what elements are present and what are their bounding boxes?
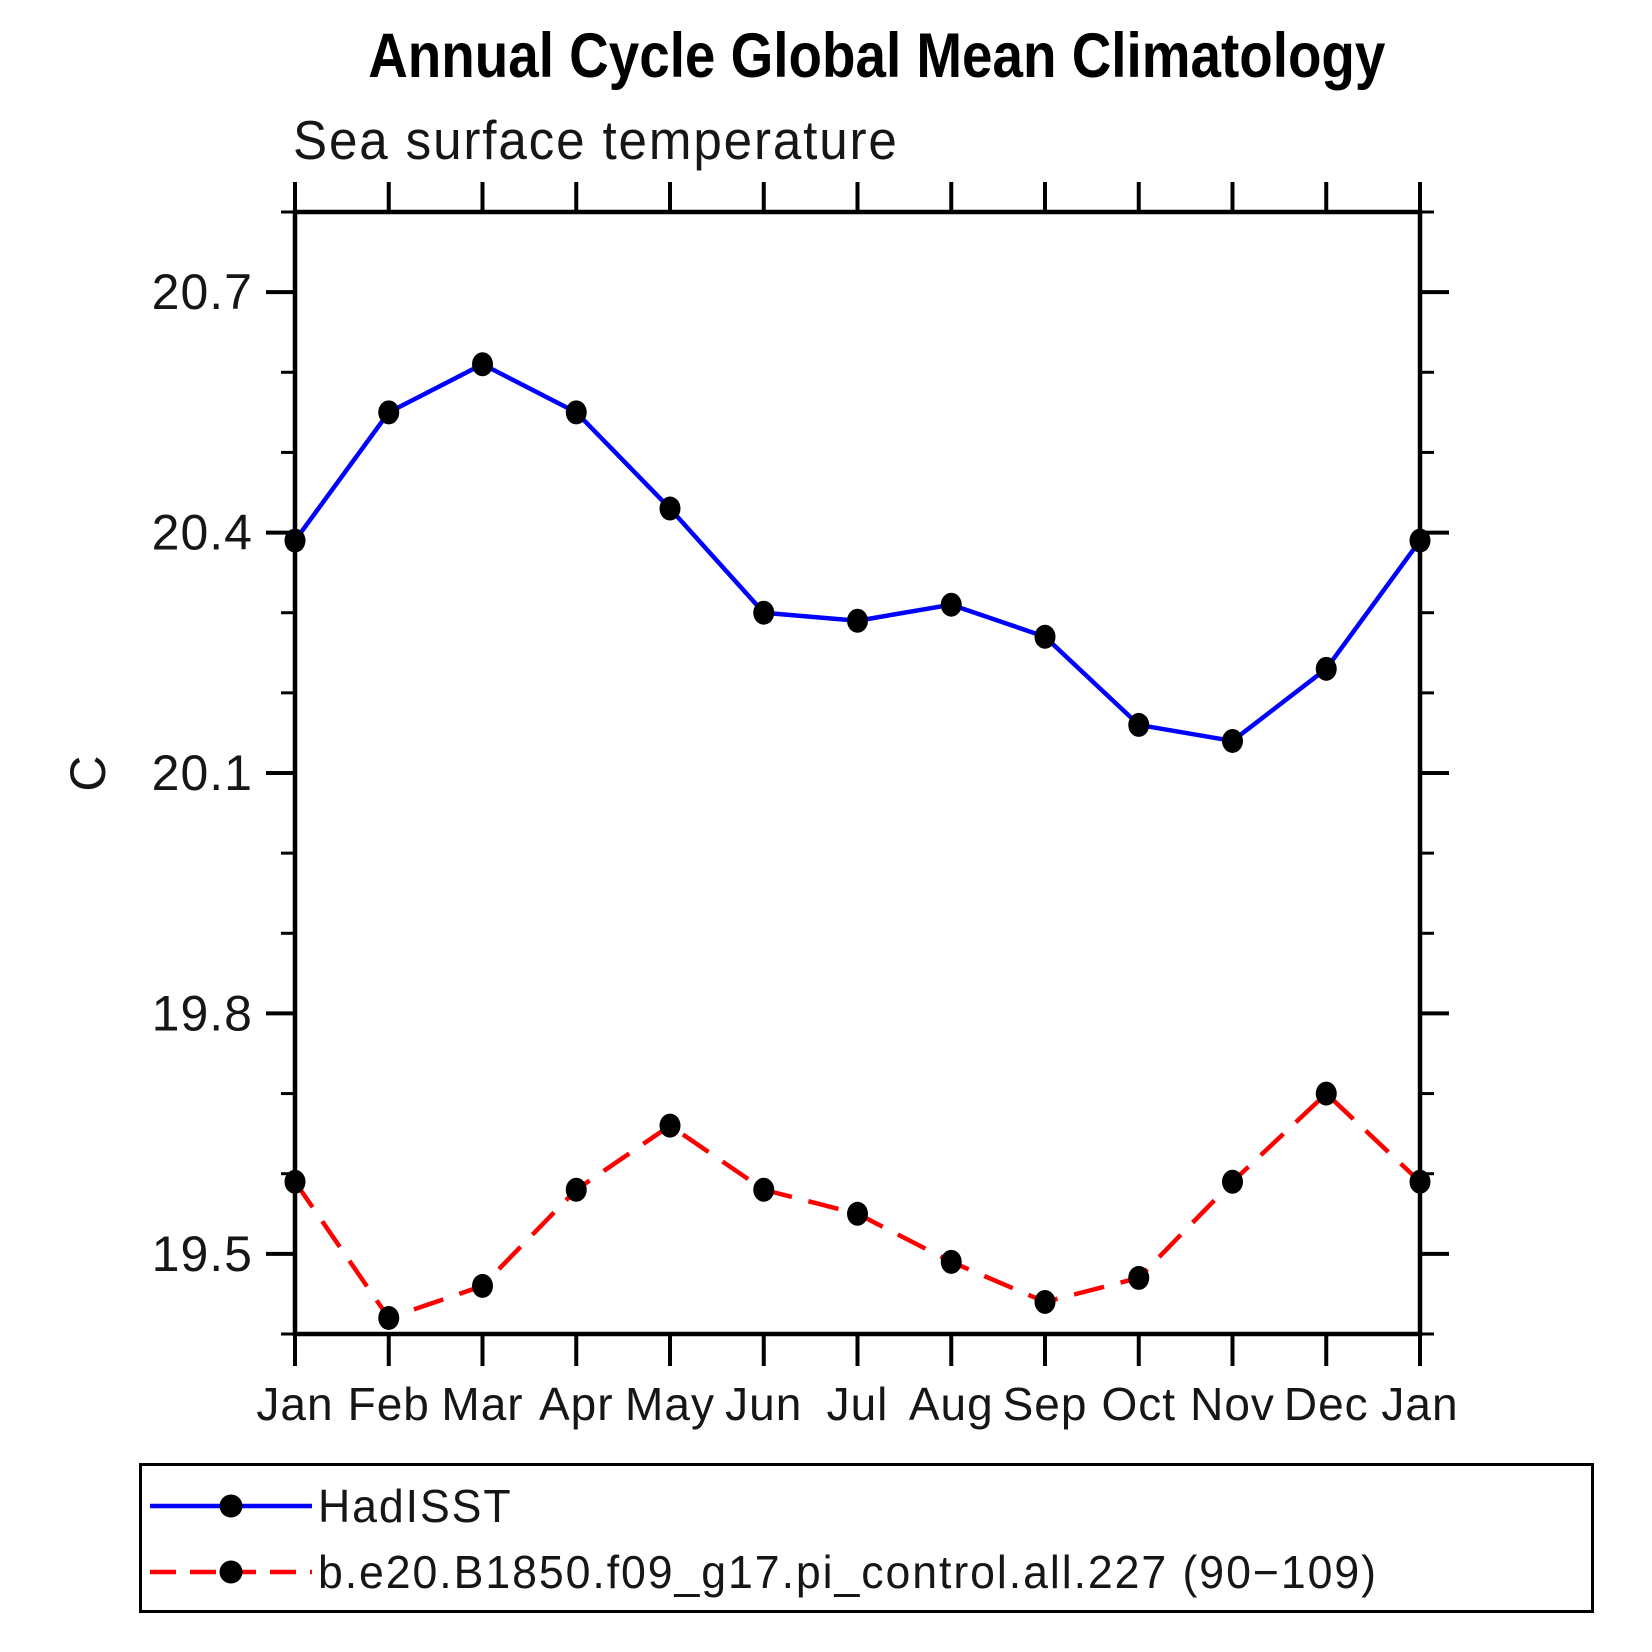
y-axis-title: C xyxy=(60,754,116,791)
chart-subtitle: Sea surface temperature xyxy=(293,109,899,171)
data-point-marker xyxy=(378,400,400,425)
data-point-marker xyxy=(847,608,868,633)
month-label: Jun xyxy=(725,1378,802,1430)
month-label: Sep xyxy=(1003,1378,1088,1430)
data-point-marker xyxy=(753,1177,775,1202)
legend-row-model: b.e20.B1850.f09_g17.pi_control.all.227 (… xyxy=(146,1539,1591,1605)
data-point-marker xyxy=(1222,1169,1243,1194)
legend-sample-hadisst xyxy=(150,1494,312,1518)
data-point-marker xyxy=(284,528,306,553)
data-point-marker xyxy=(472,352,493,377)
data-point-marker xyxy=(565,400,587,425)
month-label: Feb xyxy=(348,1378,430,1430)
month-label: Jan xyxy=(1381,1378,1458,1430)
month-label: Mar xyxy=(441,1378,523,1430)
month-label: May xyxy=(625,1378,715,1430)
data-point-marker xyxy=(472,1273,493,1298)
legend-label-model: b.e20.B1850.f09_g17.pi_control.all.227 (… xyxy=(317,1546,1378,1598)
month-label: Aug xyxy=(909,1378,994,1430)
month-label: Apr xyxy=(539,1378,614,1430)
legend-sample-marker xyxy=(219,1494,243,1518)
data-point-marker xyxy=(940,592,962,617)
data-point-marker xyxy=(1128,1265,1150,1290)
legend-row-hadisst: HadISST xyxy=(146,1473,1591,1539)
data-point-marker xyxy=(1409,1169,1431,1194)
data-point-marker xyxy=(1128,712,1150,737)
data-point-marker xyxy=(378,1305,400,1330)
legend-label-hadisst: HadISST xyxy=(317,1480,513,1532)
month-label: Oct xyxy=(1101,1378,1176,1430)
chart-title: Annual Cycle Global Mean Climatology xyxy=(368,21,1386,91)
series-line-hadisst xyxy=(293,362,1422,744)
month-label: Dec xyxy=(1284,1378,1369,1430)
data-point-marker xyxy=(284,1169,306,1194)
data-point-marker xyxy=(659,496,681,521)
data-point-marker xyxy=(1315,1081,1337,1106)
y-tick-label: 19.8 xyxy=(152,985,253,1041)
data-point-marker xyxy=(940,1249,962,1274)
data-point-marker xyxy=(1409,528,1431,553)
data-point-marker xyxy=(1034,624,1056,649)
legend-sample-model xyxy=(150,1560,312,1584)
y-tick-label: 20.7 xyxy=(152,264,253,320)
month-label: Jan xyxy=(256,1378,333,1430)
y-tick-label: 20.1 xyxy=(152,745,253,801)
data-point-marker xyxy=(1222,728,1243,753)
legend-sample-marker xyxy=(219,1560,243,1584)
data-point-marker xyxy=(1034,1289,1056,1314)
month-label: Jul xyxy=(827,1378,889,1430)
y-tick-label: 20.4 xyxy=(152,505,253,561)
legend: HadISST b.e20.B1850.f09_g17.pi_control.a… xyxy=(139,1463,1594,1613)
data-point-marker xyxy=(753,600,775,625)
data-point-marker xyxy=(565,1177,587,1202)
data-point-marker xyxy=(1315,656,1337,681)
data-point-marker xyxy=(659,1113,681,1138)
y-tick-label: 19.5 xyxy=(152,1226,253,1282)
plot-frame xyxy=(292,209,1423,1337)
month-label: Nov xyxy=(1190,1378,1275,1430)
data-point-marker xyxy=(847,1201,868,1226)
